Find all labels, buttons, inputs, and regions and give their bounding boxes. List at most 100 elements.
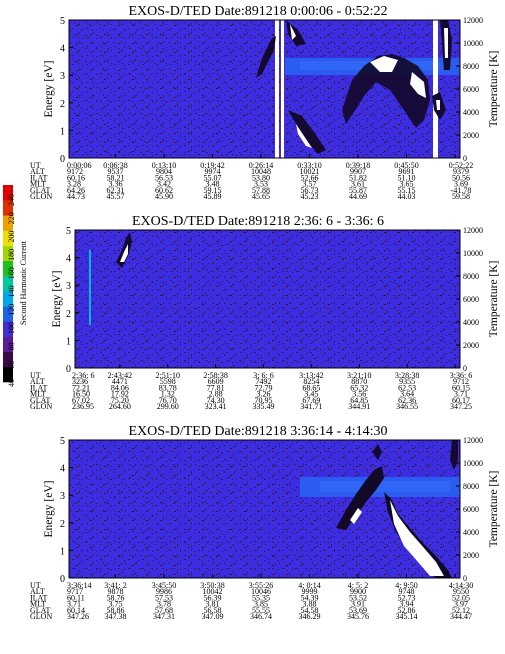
panel-1-table-cell: 9537	[108, 167, 124, 176]
panel-2: EXOS-D/TED Date:891218 2:36: 6 - 3:36: 6…	[30, 214, 500, 411]
panel-3-table-cell: 347.38	[105, 612, 127, 621]
panel-1-table-cell: 45.23	[301, 192, 319, 201]
panel-2-table-row-label: MLT	[30, 390, 46, 399]
panel-2-table-cell: 9712	[453, 377, 469, 386]
panel-2-table-cell: 3236	[72, 377, 88, 386]
panel-1-table-cell: 50.56	[452, 173, 470, 182]
panel-1-table-row-label: ILAT	[30, 173, 47, 182]
panel-3-table-cell: 58.76	[107, 593, 125, 602]
panel-1-table-cell: 9691	[399, 167, 415, 176]
panel-2-table-cell: 264.60	[109, 402, 131, 411]
panel-1-table-cell: 9907	[350, 167, 366, 176]
panel-1-table-cell: 58.21	[107, 173, 125, 182]
panel-3-table-cell: 345.76	[347, 612, 369, 621]
colorbar-swatch	[3, 336, 13, 352]
colorbar-swatch	[3, 200, 13, 216]
panel-1-table-row-label: MLT	[30, 180, 46, 189]
panel-2-table-cell: 70.95	[255, 396, 273, 405]
panel-3-table-cell: 3:36:14	[67, 581, 91, 590]
panel-1-table-cell: 45.65	[252, 192, 270, 201]
panel-1-table-row-label: ALT	[30, 167, 45, 176]
panel-1-table-cell: 0:26:14	[249, 161, 273, 170]
panel-3-table-cell: 52.12	[452, 606, 470, 615]
panel-3-table-cell: 3:55:26	[249, 581, 273, 590]
panel-1-table-cell: 0:52:22	[449, 161, 473, 170]
panel-3-table-cell: 9900	[350, 587, 366, 596]
panel-3-table-cell: 344.47	[450, 612, 472, 621]
panel-2-table-cell: 17.92	[111, 390, 129, 399]
panel-3-table-cell: 4:14:30	[449, 581, 473, 590]
panel-2-table-cell: 347.25	[450, 402, 472, 411]
panel-1-table-cell: 51.10	[398, 173, 416, 182]
panel-3-table-row-label: ALT	[30, 587, 45, 596]
panel-1-table-row-label: UT	[30, 161, 41, 170]
panel-1-table-cell: 0:19:42	[200, 161, 224, 170]
panel-1-y2tick-label: 4000	[463, 108, 479, 117]
panel-3-table-cell: 60.14	[67, 606, 85, 615]
panel-3-ytick-label: 0	[60, 574, 65, 585]
panel-1-table-cell: 45.90	[155, 192, 173, 201]
panel-1-table-cell: 9379	[453, 167, 469, 176]
panel-3-table-cell: 60.11	[67, 593, 85, 602]
panel-3-table-cell: 55.55	[252, 606, 270, 615]
panel-1-table-cell: 0:00:06	[67, 161, 91, 170]
panel-3-table-cell: 58.86	[107, 606, 125, 615]
panel-1-table-cell: 3.57	[303, 180, 317, 189]
panel-3-table-cell: 53.69	[349, 606, 367, 615]
colorbar-swatch	[3, 306, 13, 322]
colorbar-tick-label: 140	[7, 286, 16, 298]
panel-3-table-row-label: GLON	[30, 612, 52, 621]
panel-3-table-cell: 3.91	[351, 600, 365, 609]
panel-3-table-cell: 4: 9:50	[395, 581, 417, 590]
panel-3-plot-area	[69, 440, 460, 578]
panel-2-table-cell: 3:28:38	[395, 371, 419, 380]
panel-3-table-cell: 347.26	[67, 612, 89, 621]
panel-1-table-cell: 60.62	[155, 186, 173, 195]
panel-2-ytick-label: 4	[66, 254, 71, 265]
panel-1-table-cell: 10021	[300, 167, 320, 176]
panel-1-table-cell: 0:13:10	[152, 161, 176, 170]
colorbar-swatch	[3, 260, 13, 277]
panel-1-table-cell: 10048	[251, 167, 271, 176]
panel-3-table-cell: 53.52	[349, 593, 367, 602]
colorbar-label: Second Harmonic Current	[19, 240, 28, 325]
panel-2-table-cell: 65.32	[350, 383, 368, 392]
panel-1-table-cell: 56.73	[301, 186, 319, 195]
panel-3-ytick-label: 2	[60, 519, 65, 530]
panel-3-y2tick-label: 12000	[463, 436, 483, 445]
panel-1-table-cell: 45.57	[107, 192, 125, 201]
panel-3-table-cell: 9999	[302, 587, 318, 596]
panel-2-table-cell: 83.78	[159, 383, 177, 392]
panel-2-table-cell: 75.20	[111, 396, 129, 405]
panel-2-table-cell: 64.85	[350, 396, 368, 405]
colorbar-ticks: 40 60 80 100 120 140 160 180 200 220 240	[7, 194, 16, 387]
panel-1-table-cell: 3.53	[254, 180, 268, 189]
panel-2-ytick-label: 2	[66, 309, 71, 320]
panel-2-table-cell: 76.70	[159, 396, 177, 405]
panel-2-table-cell: 346.55	[396, 402, 418, 411]
panel-2-table-cell: 77.81	[207, 383, 225, 392]
colorbar-tick-label: 240	[7, 194, 16, 206]
panel-1-table-cell: 3.36	[109, 180, 123, 189]
panel-2-table-cell: 8870	[351, 377, 367, 386]
panel-2-y2tick-label: 10000	[463, 249, 483, 258]
panel-3-table-row-label: UT	[30, 581, 41, 590]
panel-3-table-cell: 57.68	[155, 606, 173, 615]
panel-2-table-cell: 2:51:10	[156, 371, 180, 380]
panel-1-ytick-label: 4	[60, 44, 65, 55]
panel-3-y2tick-label: 10000	[463, 459, 483, 468]
panel-1-table-cell: 55.07	[204, 173, 222, 182]
colorbar-swatch	[3, 351, 13, 368]
panel-3-table-cell: 3.85	[254, 600, 268, 609]
panel-2-table-cell: 323.41	[205, 402, 227, 411]
panel-1-y2tick-label: 6000	[463, 85, 479, 94]
panel-3-table-cell: 54.58	[301, 606, 319, 615]
panel-3-table-cell: 10046	[251, 587, 271, 596]
panel-2-y2tick-label: 6000	[463, 295, 479, 304]
panel-1-y2tick-label: 12000	[463, 16, 483, 25]
colorbar-tick-label: 40	[7, 379, 16, 387]
panel-1-table-cell: 57.88	[252, 186, 270, 195]
